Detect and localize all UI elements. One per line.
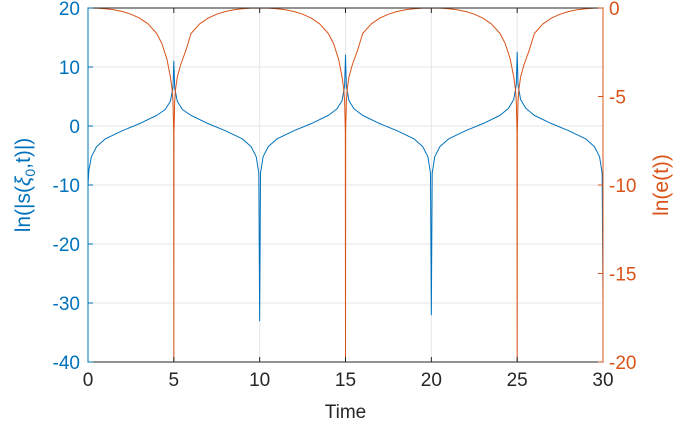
left-y-tick-label: -30: [53, 294, 80, 315]
x-tick-label: 15: [335, 370, 356, 391]
x-tick-label: 5: [169, 370, 180, 391]
x-tick-label: 10: [249, 370, 270, 391]
left-y-tick-label: 10: [59, 58, 80, 79]
left-y-axis-label: ln(|s(ξ0,t)|): [12, 138, 38, 233]
left-y-tick-label: -10: [53, 176, 80, 197]
right-y-tick-label: -20: [609, 353, 636, 374]
right-y-axis-ticks: -20 -15 -10 -5 0: [598, 0, 636, 374]
left-y-tick-label: -20: [53, 235, 80, 256]
series-line-left-axis: [87, 51, 604, 322]
left-y-label-tail: ,t)|): [12, 138, 35, 169]
left-y-tick-label: -40: [53, 353, 80, 374]
x-axis-ticks: 0 5 10 15 20 25 30: [83, 8, 614, 391]
right-y-tick-label: -15: [609, 265, 636, 286]
left-y-label-symbol: ξ: [12, 175, 35, 186]
x-axis-label: Time: [325, 402, 367, 423]
right-y-tick-label: -10: [609, 176, 636, 197]
left-y-label-main: ln(|s(: [12, 186, 35, 232]
x-tick-label: 25: [507, 370, 528, 391]
left-y-label-subscript: 0: [22, 169, 38, 177]
left-y-axis-ticks: -40 -30 -20 -10 0 10 20: [53, 0, 93, 374]
right-y-tick-label: -5: [609, 88, 626, 109]
left-y-tick-label: 0: [69, 117, 80, 138]
left-y-tick-label: 20: [59, 0, 80, 20]
x-tick-label: 0: [83, 370, 94, 391]
x-tick-label: 20: [421, 370, 442, 391]
right-y-tick-label: 0: [609, 0, 620, 20]
x-tick-label: 30: [592, 370, 613, 391]
right-y-axis-label: ln(e(t)): [650, 154, 673, 216]
